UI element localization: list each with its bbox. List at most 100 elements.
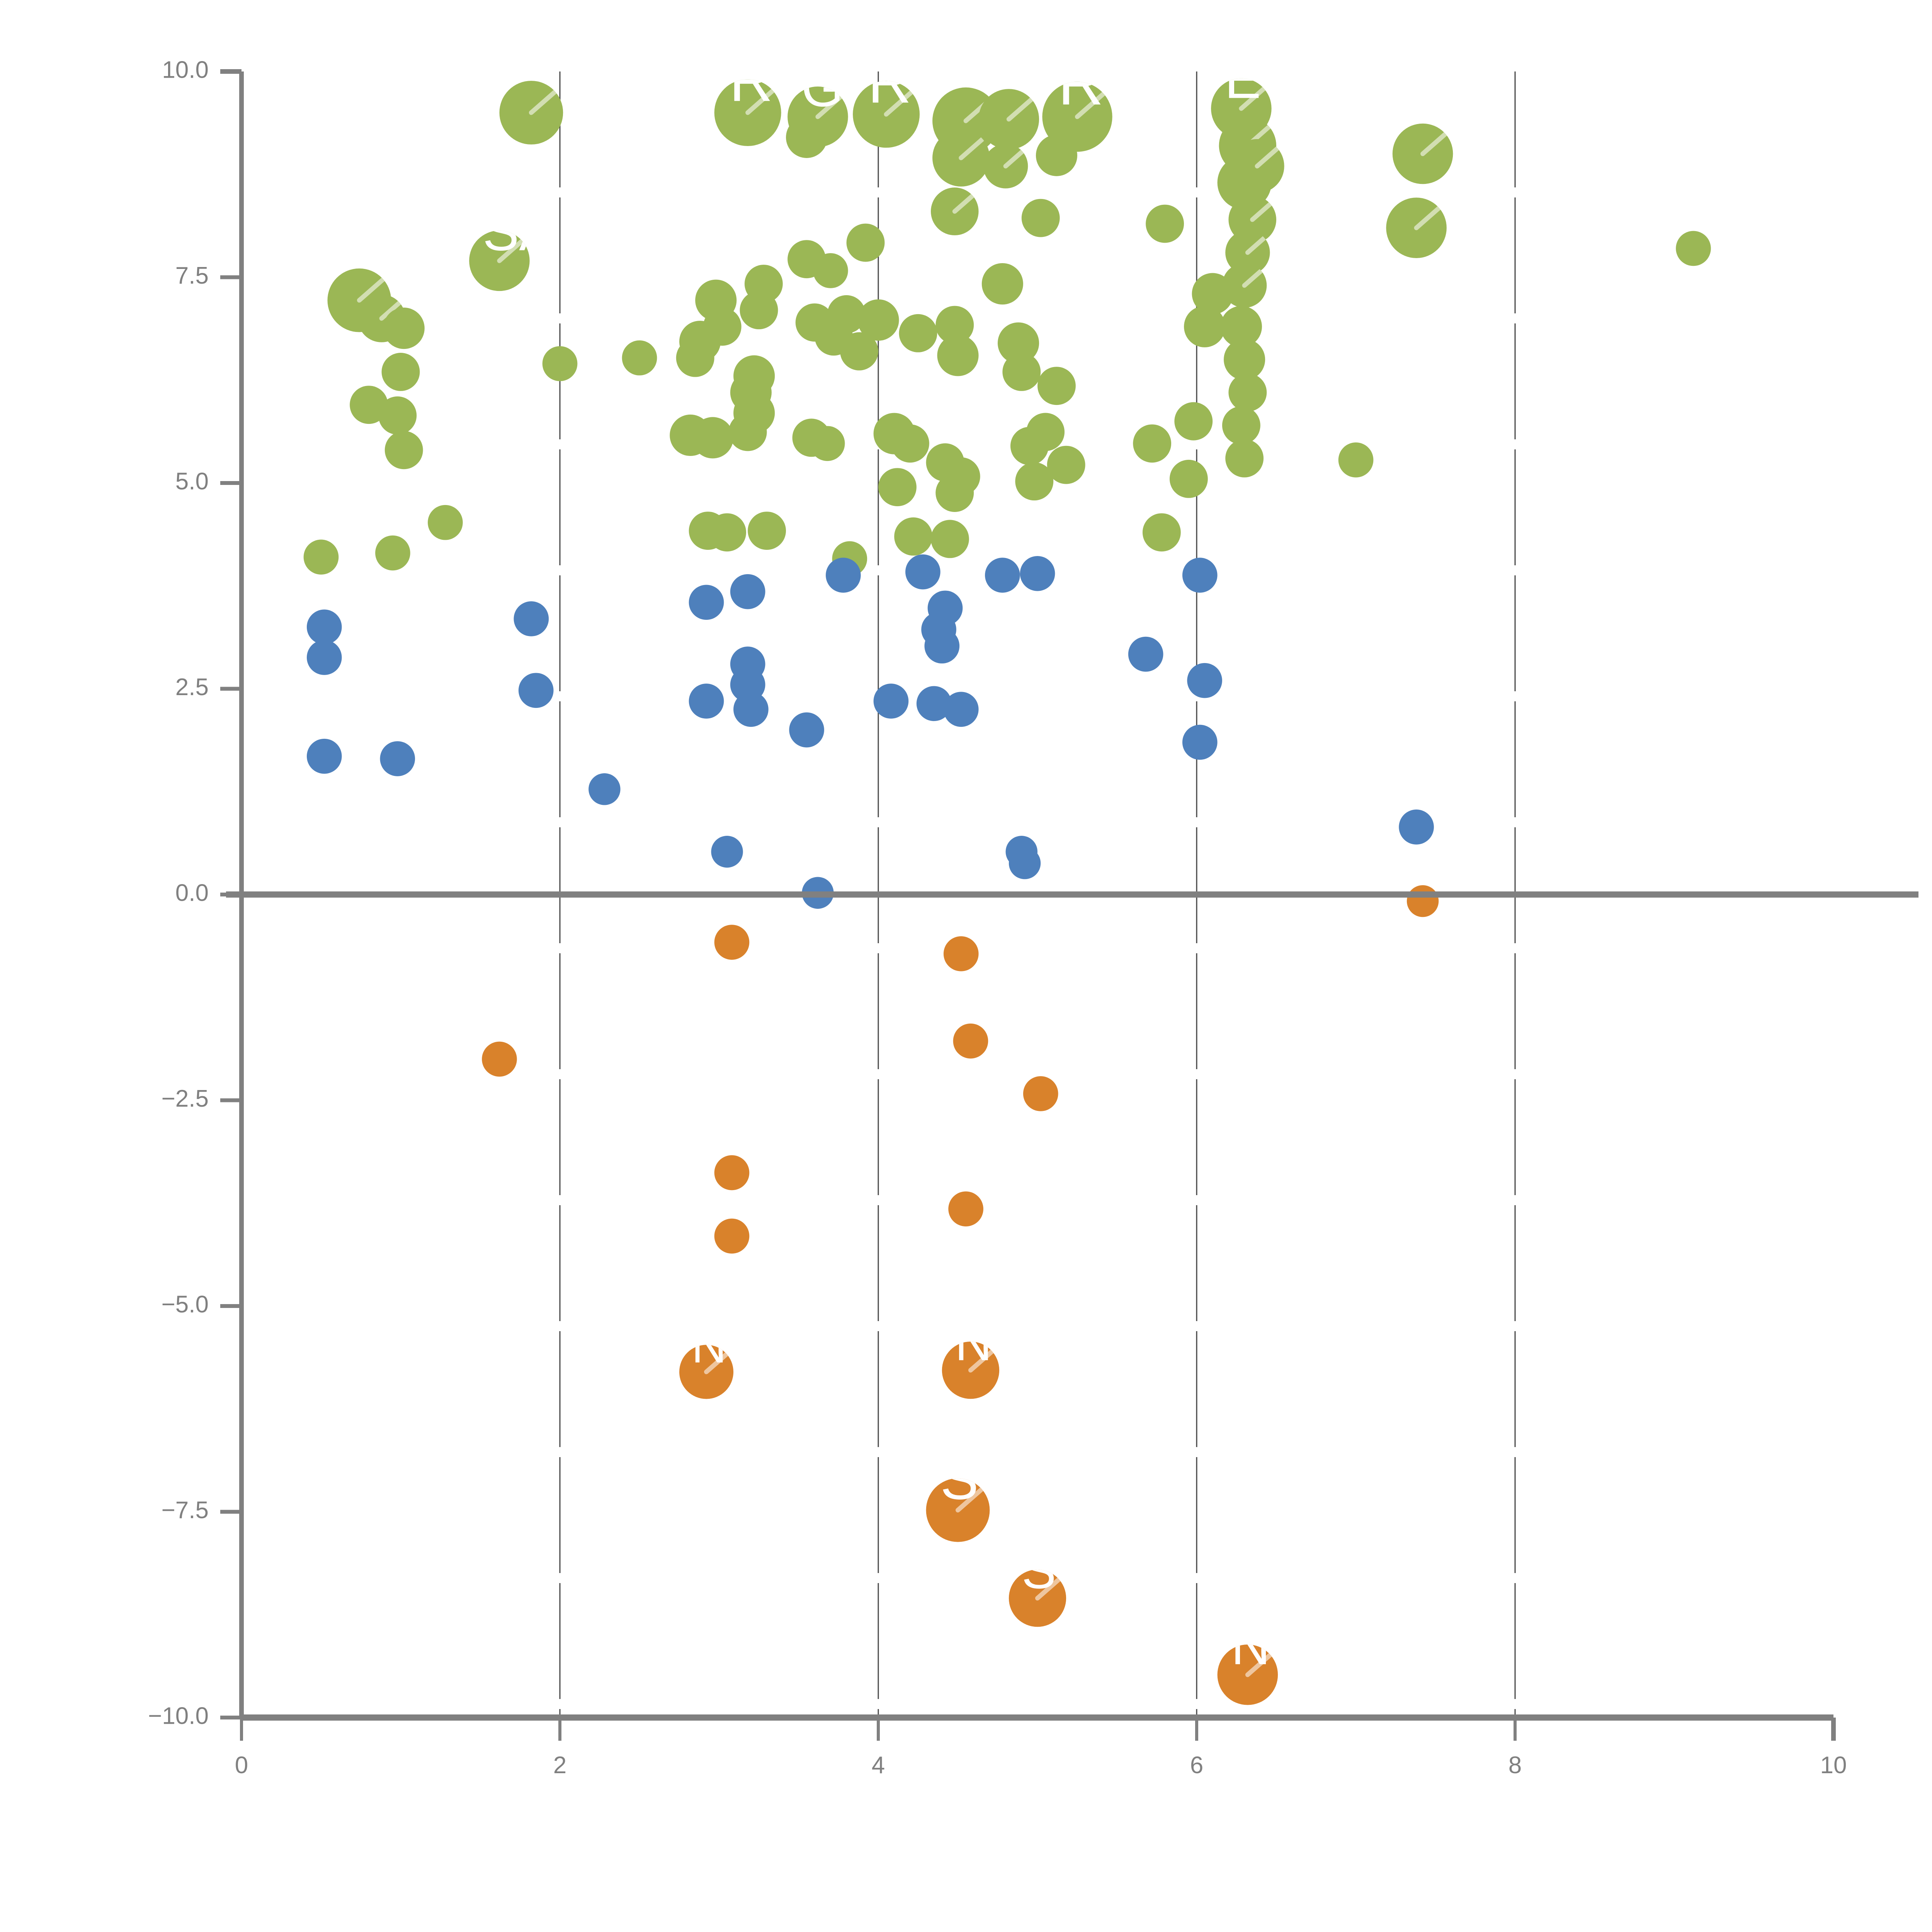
y-tick-label: −2.5	[162, 1085, 209, 1112]
data-point[interactable]	[1036, 134, 1077, 176]
data-point[interactable]	[1015, 462, 1054, 501]
data-point[interactable]	[588, 773, 621, 805]
data-point[interactable]	[942, 457, 980, 496]
data-point[interactable]	[622, 340, 657, 376]
data-point[interactable]	[1228, 373, 1267, 412]
data-point[interactable]	[714, 925, 750, 960]
data-point[interactable]	[428, 505, 463, 540]
label-leader-line	[1414, 197, 1447, 230]
data-point[interactable]	[873, 684, 909, 719]
data-point[interactable]	[711, 836, 743, 868]
x-axis: 0 2 4 6 8 10	[235, 1718, 1847, 1779]
data-point[interactable]	[518, 673, 554, 708]
data-point[interactable]	[350, 386, 388, 424]
data-point[interactable]	[943, 692, 979, 727]
data-point[interactable]	[1021, 199, 1060, 237]
data-point[interactable]	[1225, 439, 1264, 478]
label-leader-line	[1255, 139, 1284, 168]
data-point[interactable]	[1406, 885, 1439, 917]
data-point[interactable]	[1169, 459, 1208, 498]
data-point[interactable]	[1020, 556, 1055, 591]
data-point[interactable]	[748, 512, 786, 550]
data-point[interactable]	[1047, 446, 1085, 484]
data-point[interactable]	[930, 520, 969, 558]
data-point[interactable]	[916, 686, 952, 721]
label-leader-line	[1006, 89, 1039, 122]
data-point[interactable]	[689, 684, 724, 719]
data-point[interactable]	[733, 692, 769, 727]
data-point[interactable]	[714, 1218, 750, 1254]
data-point[interactable]	[1182, 724, 1218, 760]
data-point[interactable]	[708, 513, 747, 552]
data-point[interactable]	[840, 332, 878, 371]
data-point[interactable]	[514, 601, 549, 636]
x-tick-label: 8	[1509, 1752, 1522, 1779]
y-tick-label: 7.5	[175, 262, 209, 289]
data-point[interactable]	[692, 417, 734, 459]
data-point[interactable]	[894, 517, 933, 556]
data-point[interactable]	[813, 253, 848, 288]
data-point[interactable]	[899, 314, 937, 352]
data-point[interactable]	[1222, 406, 1260, 445]
data-point[interactable]	[381, 353, 420, 391]
data-point[interactable]	[303, 539, 339, 575]
data-point[interactable]	[730, 574, 765, 609]
data-point[interactable]	[1037, 367, 1076, 405]
data-point[interactable]	[1023, 1076, 1058, 1111]
data-point[interactable]	[378, 396, 417, 435]
data-point[interactable]	[1182, 558, 1218, 593]
label-leader-line	[1245, 230, 1270, 255]
data-point[interactable]	[1002, 353, 1041, 391]
data-point[interactable]	[1184, 306, 1226, 347]
data-point[interactable]	[714, 1155, 750, 1190]
data-point[interactable]	[1026, 413, 1065, 451]
data-point[interactable]	[985, 558, 1020, 593]
data-point[interactable]	[740, 291, 778, 330]
data-point[interactable]	[1142, 513, 1181, 552]
label-leader-line	[1242, 263, 1267, 288]
data-point[interactable]	[1128, 636, 1163, 672]
point-label: R	[730, 47, 773, 114]
data-point[interactable]	[943, 936, 979, 971]
data-point[interactable]	[1399, 810, 1434, 845]
data-point[interactable]	[905, 554, 940, 590]
data-point[interactable]	[948, 1191, 983, 1226]
data-point[interactable]	[383, 308, 425, 349]
data-point[interactable]	[846, 223, 885, 262]
data-point[interactable]	[857, 299, 899, 341]
data-point[interactable]	[935, 306, 974, 344]
data-point[interactable]	[981, 263, 1023, 305]
data-point[interactable]	[384, 431, 423, 469]
data-point[interactable]	[689, 585, 724, 620]
data-point[interactable]	[937, 335, 979, 376]
data-point[interactable]	[810, 426, 845, 461]
data-point[interactable]	[1220, 306, 1262, 347]
data-point[interactable]	[375, 535, 410, 571]
data-point[interactable]	[789, 712, 824, 748]
data-point[interactable]	[676, 338, 714, 377]
data-point[interactable]	[924, 628, 960, 664]
data-point[interactable]	[1224, 338, 1265, 381]
data-point[interactable]	[1338, 442, 1374, 478]
data-point[interactable]	[482, 1041, 517, 1077]
data-point[interactable]	[826, 558, 861, 593]
data-point[interactable]	[1174, 402, 1213, 440]
data-point[interactable]	[733, 392, 775, 434]
data-point[interactable]	[891, 424, 929, 463]
data-point[interactable]	[306, 738, 342, 774]
data-point[interactable]	[306, 640, 342, 675]
data-point[interactable]	[1676, 231, 1711, 266]
data-point[interactable]	[703, 307, 742, 346]
data-point[interactable]	[1009, 847, 1041, 879]
point-label: R	[1058, 47, 1104, 118]
data-point[interactable]	[1133, 424, 1172, 463]
data-point[interactable]	[542, 346, 578, 381]
data-point[interactable]	[380, 741, 415, 776]
data-point[interactable]	[1187, 663, 1222, 698]
data-point[interactable]	[306, 609, 342, 645]
data-point[interactable]	[827, 295, 866, 333]
data-point[interactable]	[998, 322, 1039, 364]
data-point[interactable]	[953, 1023, 988, 1059]
data-point[interactable]	[878, 468, 917, 507]
data-point[interactable]	[1146, 204, 1184, 243]
